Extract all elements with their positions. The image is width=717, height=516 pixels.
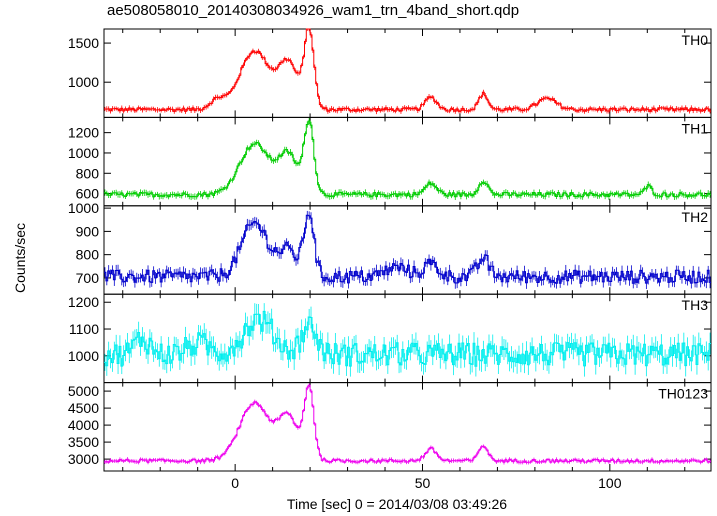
y-tick-label: 3000	[68, 451, 99, 467]
x-axis-label: Time [sec] 0 = 2014/03/08 03:49:26	[286, 496, 508, 512]
y-tick-label: 1200	[68, 125, 99, 141]
y-tick-label: 1100	[69, 321, 99, 337]
panel-frame	[103, 28, 712, 118]
chart-title: ae508058010_20140308034926_wam1_trn_4ban…	[107, 2, 520, 19]
y-tick-label: 600	[76, 186, 100, 202]
panel-frame	[103, 382, 712, 472]
y-tick-label: 4500	[68, 400, 99, 416]
y-tick-label: 1000	[68, 145, 99, 161]
y-tick-label: 1200	[68, 294, 99, 310]
panel-frame	[103, 116, 712, 207]
series-line	[104, 384, 711, 463]
x-tick-label: 0	[231, 475, 239, 491]
y-tick-label: 1000	[68, 348, 99, 364]
y-tick-label: 5000	[68, 383, 99, 399]
y-tick-label: 900	[76, 223, 100, 239]
panel-frame	[103, 293, 712, 384]
y-tick-label: 3500	[68, 434, 99, 450]
x-tick-label: 100	[598, 475, 622, 491]
y-tick-label: 4000	[68, 417, 99, 433]
y-tick-label: 700	[76, 270, 100, 286]
series-line	[104, 214, 711, 284]
y-tick-label: 1000	[68, 200, 99, 216]
series-line	[104, 310, 711, 367]
y-tick-label: 1000	[68, 74, 99, 90]
panel-name: TH0123	[658, 386, 708, 402]
series-line	[104, 120, 711, 198]
y-tick-label: 800	[76, 165, 100, 181]
panel-name: TH2	[682, 209, 709, 225]
series-line	[104, 28, 711, 112]
y-tick-label: 800	[76, 247, 100, 263]
panel-name: TH1	[682, 120, 709, 136]
x-tick-label: 50	[415, 475, 431, 491]
panel-name: TH3	[682, 297, 709, 313]
y-tick-label: 1500	[68, 35, 99, 51]
panel-name: TH0	[682, 32, 709, 48]
